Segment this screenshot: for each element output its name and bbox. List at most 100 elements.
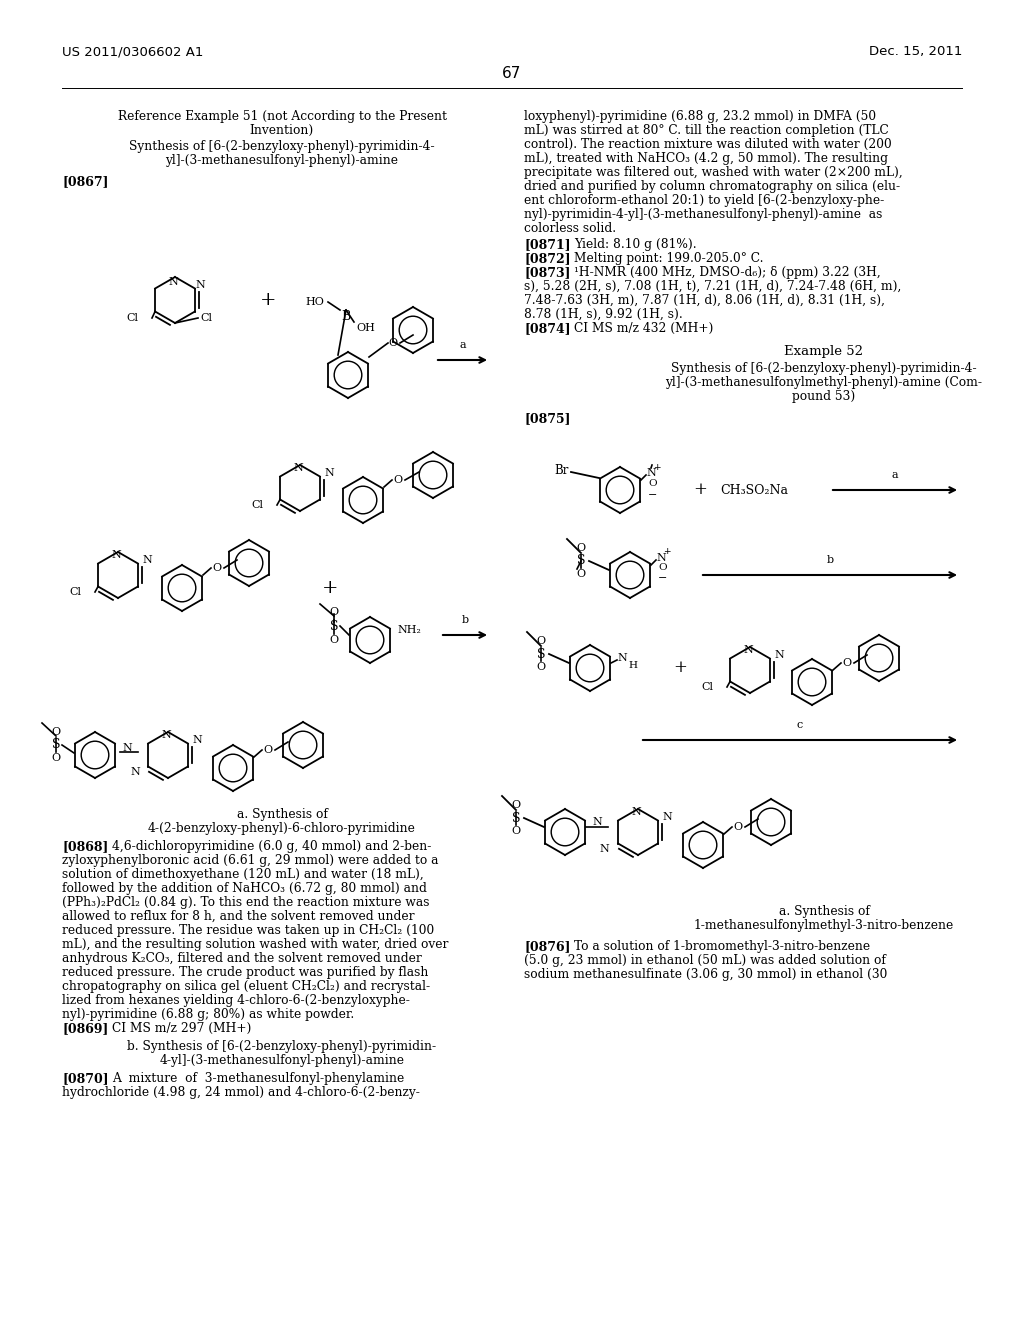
- Text: CI MS m/z 297 (MH+): CI MS m/z 297 (MH+): [112, 1022, 251, 1035]
- Text: N: N: [592, 817, 602, 828]
- Text: O: O: [733, 822, 742, 832]
- Text: N: N: [743, 645, 753, 655]
- Text: +: +: [322, 579, 338, 597]
- Text: precipitate was filtered out, washed with water (2×200 mL),: precipitate was filtered out, washed wit…: [524, 166, 903, 180]
- Text: N: N: [656, 553, 666, 564]
- Text: solution of dimethoxyethane (120 mL) and water (18 mL),: solution of dimethoxyethane (120 mL) and…: [62, 869, 424, 880]
- Text: [0876]: [0876]: [524, 940, 570, 953]
- Text: Reference Example 51 (not According to the Present: Reference Example 51 (not According to t…: [118, 110, 446, 123]
- Text: N: N: [196, 280, 205, 290]
- Text: US 2011/0306602 A1: US 2011/0306602 A1: [62, 45, 204, 58]
- Text: O: O: [648, 479, 656, 487]
- Text: s), 5.28 (2H, s), 7.08 (1H, t), 7.21 (1H, d), 7.24-7.48 (6H, m),: s), 5.28 (2H, s), 7.08 (1H, t), 7.21 (1H…: [524, 280, 901, 293]
- Text: [0871]: [0871]: [524, 238, 570, 251]
- Text: S: S: [577, 554, 586, 568]
- Text: O: O: [537, 636, 546, 645]
- Text: 4,6-dichloropyrimidine (6.0 g, 40 mmol) and 2-ben-: 4,6-dichloropyrimidine (6.0 g, 40 mmol) …: [112, 840, 431, 853]
- Text: pound 53): pound 53): [793, 389, 856, 403]
- Text: +: +: [663, 548, 671, 557]
- Text: S: S: [330, 619, 338, 632]
- Text: Example 52: Example 52: [784, 345, 863, 358]
- Text: [0873]: [0873]: [524, 267, 570, 279]
- Text: control). The reaction mixture was diluted with water (200: control). The reaction mixture was dilut…: [524, 139, 892, 150]
- Text: O: O: [511, 800, 520, 810]
- Text: lized from hexanes yielding 4-chloro-6-(2-benzyloxyphe-: lized from hexanes yielding 4-chloro-6-(…: [62, 994, 410, 1007]
- Text: HO: HO: [305, 297, 324, 308]
- Text: O: O: [212, 564, 221, 573]
- Text: b: b: [826, 554, 834, 565]
- Text: nyl)-pyrimidine (6.88 g; 80%) as white powder.: nyl)-pyrimidine (6.88 g; 80%) as white p…: [62, 1008, 354, 1020]
- Text: Synthesis of [6-(2-benzyloxy-phenyl)-pyrimidin-4-: Synthesis of [6-(2-benzyloxy-phenyl)-pyr…: [671, 362, 977, 375]
- Text: N: N: [168, 277, 178, 286]
- Text: Cl: Cl: [251, 500, 263, 510]
- Text: Cl: Cl: [126, 313, 138, 323]
- Text: (PPh₃)₂PdCl₂ (0.84 g). To this end the reaction mixture was: (PPh₃)₂PdCl₂ (0.84 g). To this end the r…: [62, 896, 429, 909]
- Text: N: N: [142, 554, 152, 565]
- Text: Melting point: 199.0-205.0° C.: Melting point: 199.0-205.0° C.: [574, 252, 764, 265]
- Text: allowed to reflux for 8 h, and the solvent removed under: allowed to reflux for 8 h, and the solve…: [62, 909, 415, 923]
- Text: N: N: [324, 469, 334, 478]
- Text: O: O: [393, 475, 402, 484]
- Text: hydrochloride (4.98 g, 24 mmol) and 4-chloro-6-(2-benzy-: hydrochloride (4.98 g, 24 mmol) and 4-ch…: [62, 1086, 420, 1100]
- Text: [0870]: [0870]: [62, 1072, 109, 1085]
- Text: +: +: [693, 482, 707, 499]
- Text: 7.48-7.63 (3H, m), 7.87 (1H, d), 8.06 (1H, d), 8.31 (1H, s),: 7.48-7.63 (3H, m), 7.87 (1H, d), 8.06 (1…: [524, 294, 885, 308]
- Text: mL), treated with NaHCO₃ (4.2 g, 50 mmol). The resulting: mL), treated with NaHCO₃ (4.2 g, 50 mmol…: [524, 152, 888, 165]
- Text: O: O: [577, 543, 586, 553]
- Text: followed by the addition of NaHCO₃ (6.72 g, 80 mmol) and: followed by the addition of NaHCO₃ (6.72…: [62, 882, 427, 895]
- Text: 4-yl]-(3-methanesulfonyl-phenyl)-amine: 4-yl]-(3-methanesulfonyl-phenyl)-amine: [160, 1053, 404, 1067]
- Text: 4-(2-benzyloxy-phenyl)-6-chloro-pyrimidine: 4-(2-benzyloxy-phenyl)-6-chloro-pyrimidi…: [148, 822, 416, 836]
- Text: 8.78 (1H, s), 9.92 (1H, s).: 8.78 (1H, s), 9.92 (1H, s).: [524, 308, 683, 321]
- Text: N: N: [161, 730, 171, 741]
- Text: a: a: [892, 470, 898, 480]
- Text: b. Synthesis of [6-(2-benzyloxy-phenyl)-pyrimidin-: b. Synthesis of [6-(2-benzyloxy-phenyl)-…: [127, 1040, 436, 1053]
- Text: OH: OH: [356, 323, 375, 333]
- Text: [0869]: [0869]: [62, 1022, 109, 1035]
- Text: sodium methanesulfinate (3.06 g, 30 mmol) in ethanol (30: sodium methanesulfinate (3.06 g, 30 mmol…: [524, 968, 888, 981]
- Text: N: N: [112, 550, 121, 560]
- Text: A  mixture  of  3-methanesulfonyl-phenylamine: A mixture of 3-methanesulfonyl-phenylami…: [112, 1072, 404, 1085]
- Text: N: N: [193, 735, 202, 744]
- Text: 1-methanesulfonylmethyl-3-nitro-benzene: 1-methanesulfonylmethyl-3-nitro-benzene: [694, 919, 954, 932]
- Text: Cl: Cl: [69, 587, 81, 597]
- Text: CI MS m/z 432 (MH+): CI MS m/z 432 (MH+): [574, 322, 714, 335]
- Text: N: N: [662, 812, 672, 822]
- Text: B: B: [341, 309, 350, 322]
- Text: O: O: [658, 562, 667, 572]
- Text: Br: Br: [555, 463, 569, 477]
- Text: +: +: [260, 290, 276, 309]
- Text: 67: 67: [503, 66, 521, 82]
- Text: chropatography on silica gel (eluent CH₂Cl₂) and recrystal-: chropatography on silica gel (eluent CH₂…: [62, 979, 430, 993]
- Text: −: −: [658, 573, 668, 583]
- Text: O: O: [577, 569, 586, 579]
- Text: (5.0 g, 23 mmol) in ethanol (50 mL) was added solution of: (5.0 g, 23 mmol) in ethanol (50 mL) was …: [524, 954, 886, 968]
- Text: N: N: [599, 843, 609, 854]
- Text: a. Synthesis of: a. Synthesis of: [778, 906, 869, 917]
- Text: a: a: [459, 341, 466, 350]
- Text: ent chloroform-ethanol 20:1) to yield [6-(2-benzyloxy-phe-: ent chloroform-ethanol 20:1) to yield [6…: [524, 194, 885, 207]
- Text: ¹H-NMR (400 MHz, DMSO-d₆); δ (ppm) 3.22 (3H,: ¹H-NMR (400 MHz, DMSO-d₆); δ (ppm) 3.22 …: [574, 267, 881, 279]
- Text: Cl: Cl: [200, 313, 212, 323]
- Text: [0868]: [0868]: [62, 840, 109, 853]
- Text: colorless solid.: colorless solid.: [524, 222, 616, 235]
- Text: Yield: 8.10 g (81%).: Yield: 8.10 g (81%).: [574, 238, 696, 251]
- Text: b: b: [462, 615, 469, 624]
- Text: reduced pressure. The residue was taken up in CH₂Cl₂ (100: reduced pressure. The residue was taken …: [62, 924, 434, 937]
- Text: N: N: [122, 743, 132, 752]
- Text: c: c: [797, 719, 803, 730]
- Text: O: O: [537, 663, 546, 672]
- Text: O: O: [51, 727, 60, 737]
- Text: mL), and the resulting solution washed with water, dried over: mL), and the resulting solution washed w…: [62, 939, 449, 950]
- Text: S: S: [512, 812, 520, 825]
- Text: O: O: [263, 744, 272, 755]
- Text: O: O: [511, 826, 520, 836]
- Text: [0875]: [0875]: [524, 412, 570, 425]
- Text: dried and purified by column chromatography on silica (elu-: dried and purified by column chromatogra…: [524, 180, 900, 193]
- Text: +: +: [653, 462, 660, 471]
- Text: O: O: [51, 752, 60, 763]
- Text: H: H: [628, 660, 637, 669]
- Text: CH₃SO₂Na: CH₃SO₂Na: [720, 483, 788, 496]
- Text: −: −: [648, 490, 657, 500]
- Text: yl]-(3-methanesulfonyl-phenyl)-amine: yl]-(3-methanesulfonyl-phenyl)-amine: [166, 154, 398, 168]
- Text: O: O: [330, 635, 339, 645]
